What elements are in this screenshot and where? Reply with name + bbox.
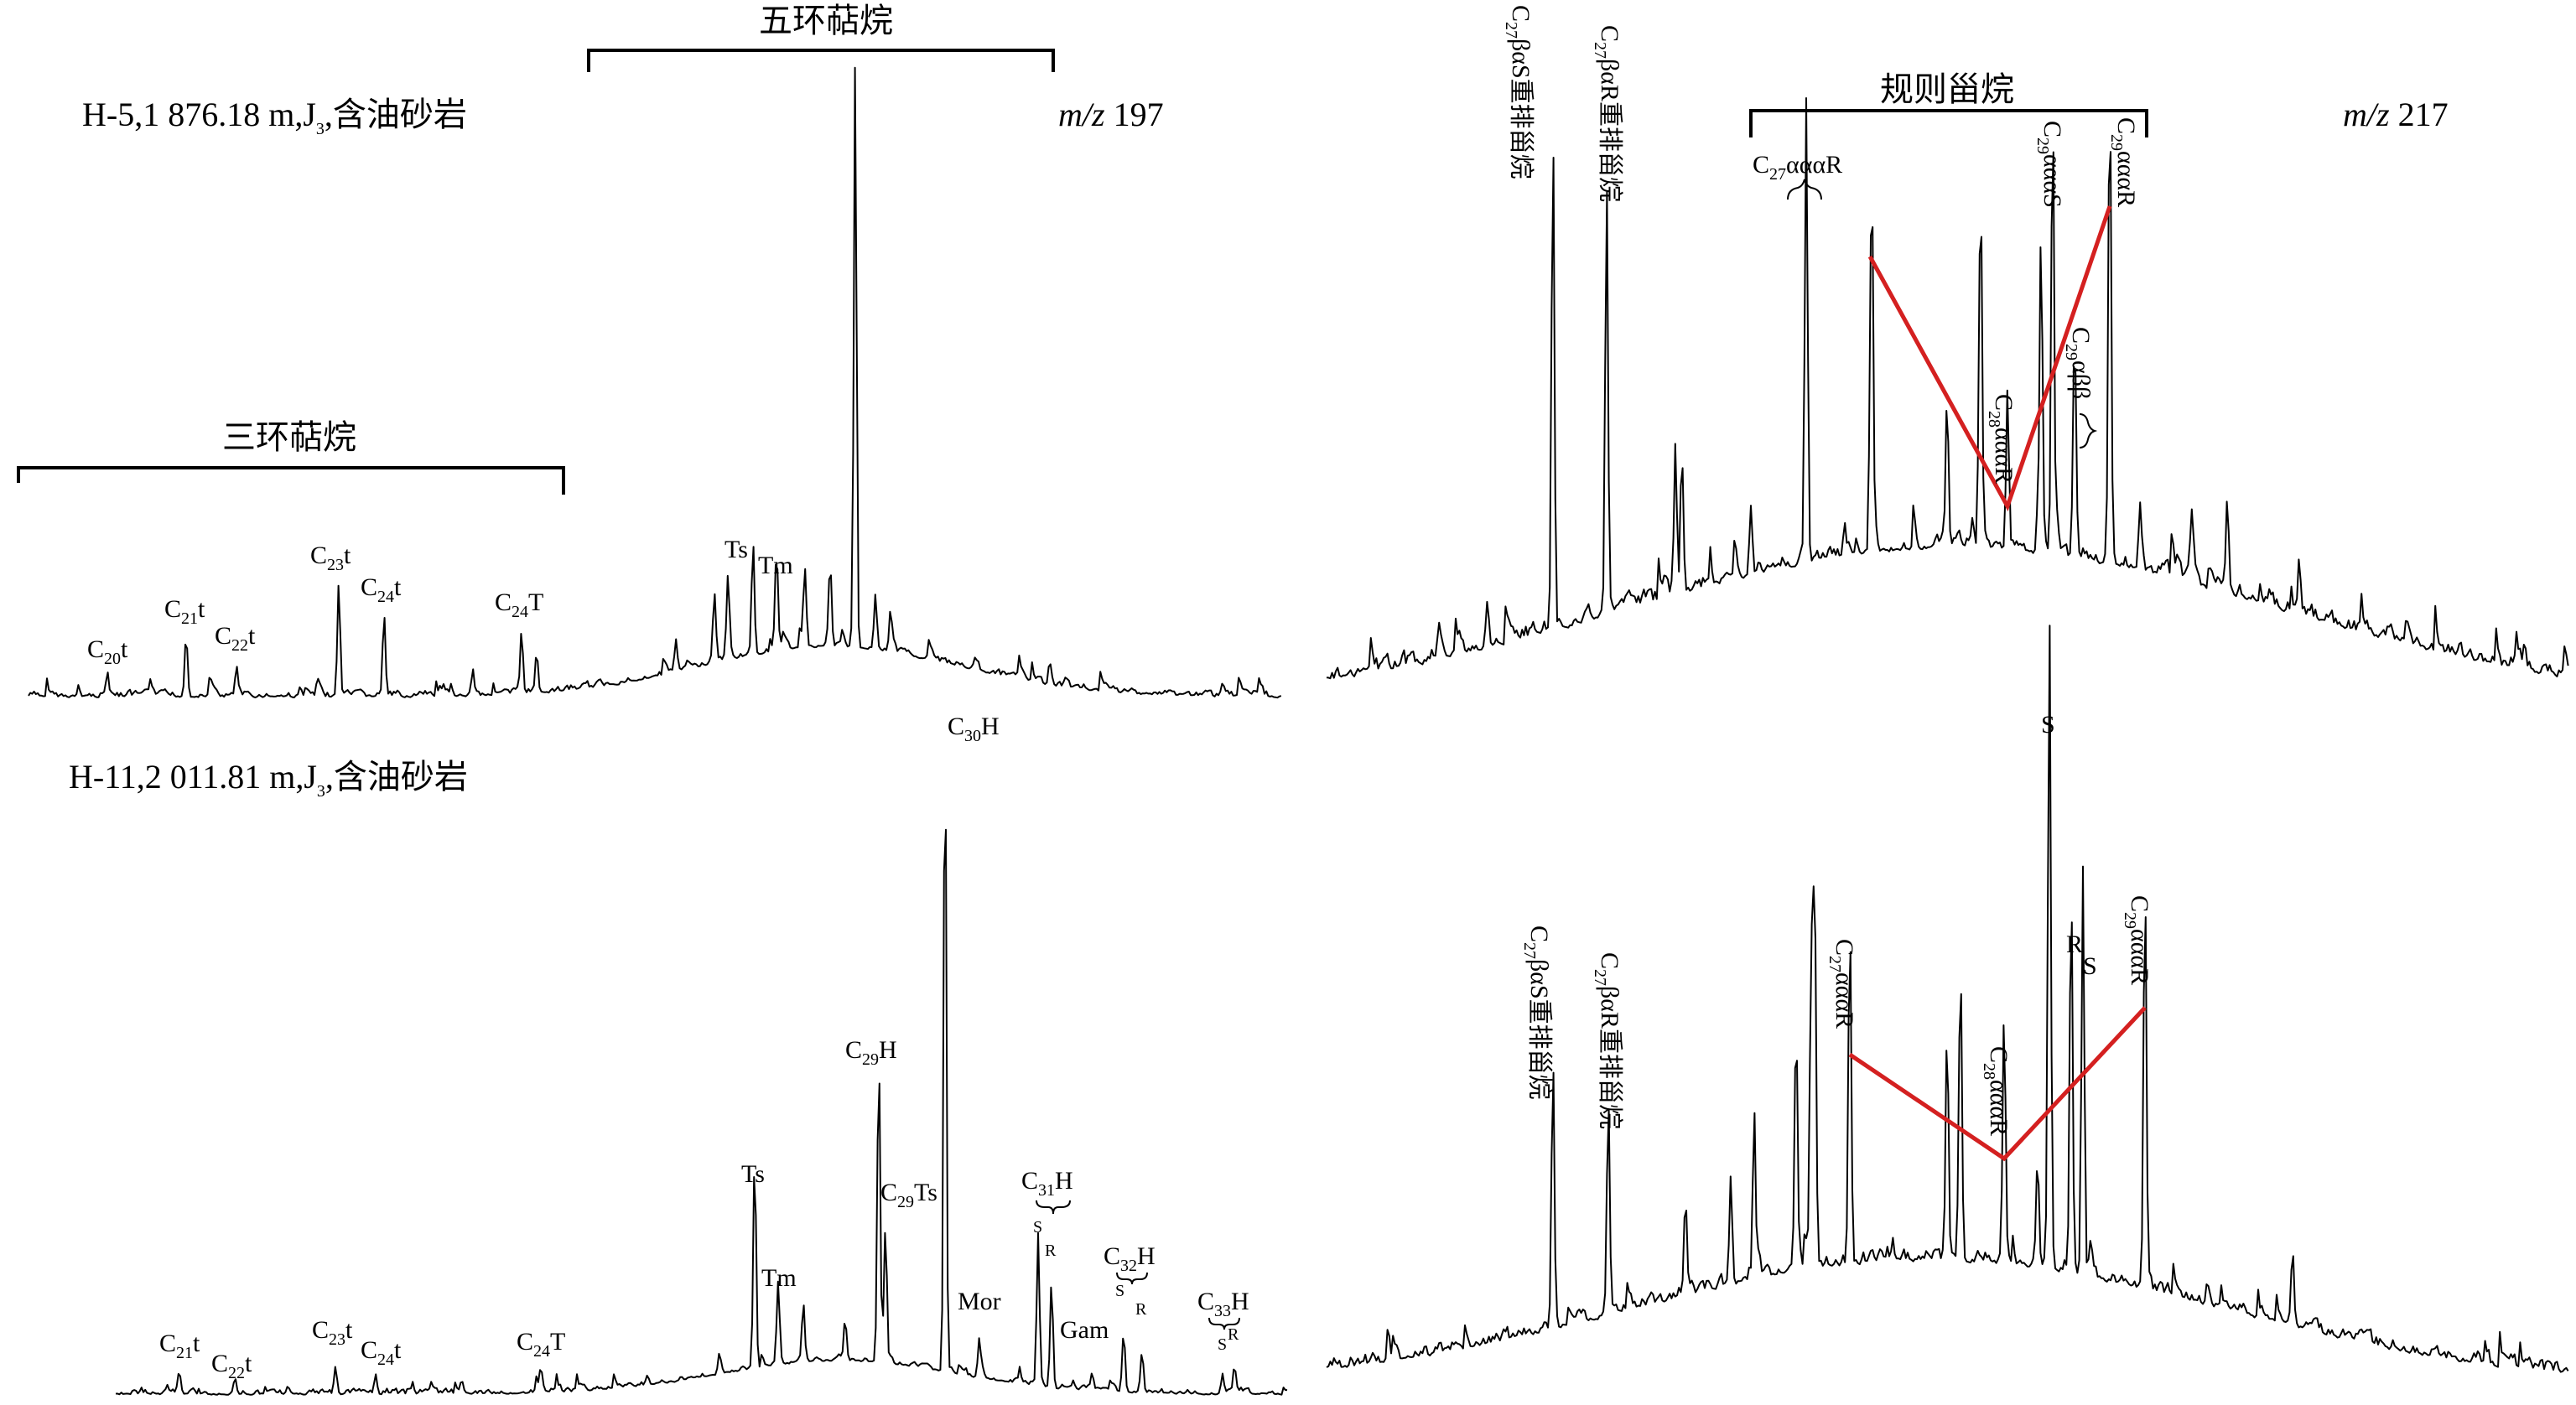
peak-label-c27-aaar-top: C27αααR [1753, 151, 1842, 184]
bracket-regular-steranes [1749, 109, 2148, 137]
label-pentacyclic: 五环萜烷 [759, 2, 893, 39]
peak-label-c31h: C31H [1021, 1167, 1073, 1200]
peak-label-c22t: C22t [215, 622, 256, 655]
peak-label-c29-aaar-bottom: C29αααR [2121, 895, 2153, 985]
peak-label-c27-dia-r-top: C27βαR重排甾烷 [1591, 25, 1623, 202]
peak-label-tm-bottom: Tm [761, 1264, 797, 1292]
bracket-pentacyclic [587, 49, 1055, 72]
peak-label-c33h: C33H [1197, 1288, 1249, 1320]
v-line-bottom [1848, 1006, 2147, 1162]
label-tricyclic: 三环萜烷 [222, 418, 356, 456]
peak-label-c21t: C21t [164, 595, 205, 628]
trace-top-right [1326, 97, 2569, 680]
panel-top-right: 规则甾烷 m/z 217 C27βαS重排甾烷 C27βαR重排甾烷 C27αα… [1326, 5, 2569, 680]
peak-label-c29-aaas-top: C29αααS [2033, 121, 2066, 208]
peak-label-c30h: C30H [948, 713, 1000, 745]
peak-label-c27-aaar-bottom: C27αααR [1826, 939, 1858, 1029]
peak-label-c32s: S [1115, 1282, 1124, 1300]
peak-label-c24T: C24T [495, 588, 543, 621]
mz-197: m/z 197 [1058, 96, 1164, 133]
brace-c32h [1116, 1272, 1148, 1285]
peak-label-mor: Mor [958, 1288, 1001, 1315]
trace-bottom-left [116, 828, 1288, 1396]
peak-label-s2-bottom: S [2083, 952, 2097, 980]
peak-label-c23t: C23t [310, 542, 351, 574]
peak-label-c23t-bottom: C23t [312, 1316, 353, 1349]
peak-label-c31r: R [1045, 1242, 1057, 1260]
bracket-tricyclic [17, 466, 565, 495]
peak-label-c29h: C29H [845, 1036, 897, 1069]
brace-c27-aaar-top [1787, 179, 1822, 200]
brace-c33h [1208, 1317, 1240, 1330]
peak-label-c29-abb-top: C29αββ [2062, 327, 2095, 399]
trace-top-left [28, 66, 1282, 699]
peak-label-c33s: S [1218, 1335, 1227, 1354]
peak-label-c31s: S [1033, 1218, 1042, 1237]
brace-c29-abb-top [2079, 413, 2098, 448]
brace-c31h [1036, 1200, 1071, 1215]
peak-label-c20t: C20t [87, 635, 128, 668]
panel-top-left: 三环萜烷 五环萜烷 H-5,1 876.18 m,J3,含油砂岩 m/z 197… [17, 2, 1282, 699]
peak-label-c32h: C32H [1104, 1242, 1156, 1275]
sample-title-h11: H-11,2 011.81 m,J3,含油砂岩 [69, 758, 468, 801]
peak-label-ts-bottom: Ts [741, 1160, 765, 1188]
peak-label-ts-top: Ts [724, 536, 748, 563]
peak-label-c28-aaar-bottom: C28αααR [1980, 1046, 2012, 1136]
peak-label-gam: Gam [1060, 1316, 1109, 1344]
mz-217: m/z 217 [2343, 96, 2449, 133]
peak-label-s-bottom: S [2041, 711, 2055, 739]
peak-label-c21t-bottom: C21t [159, 1330, 200, 1362]
peak-label-c27-dia-s-bottom: C27βαS重排甾烷 [1520, 925, 1553, 1100]
label-regular-steranes: 规则甾烷 [1880, 70, 2014, 108]
peak-label-c24t-bottom: C24t [361, 1336, 402, 1369]
trace-bottom-right [1326, 625, 2569, 1373]
peak-label-c32r: R [1135, 1300, 1147, 1319]
peak-label-c24t: C24t [361, 573, 402, 606]
peak-label-tm-top: Tm [758, 552, 793, 579]
peak-label-r-bottom: R [2066, 931, 2083, 958]
peak-label-c29-aaar-top: C29αααR [2107, 117, 2140, 207]
sample-title-h5: H-5,1 876.18 m,J3,含油砂岩 [82, 96, 467, 138]
peak-label-c24T-bottom: C24T [517, 1328, 565, 1361]
panel-bottom-left: H-11,2 011.81 m,J3,含油砂岩 C30H C29H C29Ts … [69, 713, 1288, 1396]
peak-label-c27-dia-r-bottom: C27βαR重排甾烷 [1591, 952, 1623, 1129]
v-line-top [1867, 205, 2112, 512]
panel-bottom-right: C27βαS重排甾烷 C27βαR重排甾烷 C27αααR C28αααR C2… [1326, 625, 2569, 1373]
peak-label-c22t-bottom: C22t [211, 1350, 252, 1382]
peak-label-c33r: R [1228, 1325, 1239, 1344]
peak-label-c27-dia-s-top: C27βαS重排甾烷 [1502, 5, 1535, 179]
peak-label-c29ts: C29Ts [880, 1179, 937, 1211]
peak-label-c28-aaar-top: C28αααR [1985, 394, 2018, 484]
